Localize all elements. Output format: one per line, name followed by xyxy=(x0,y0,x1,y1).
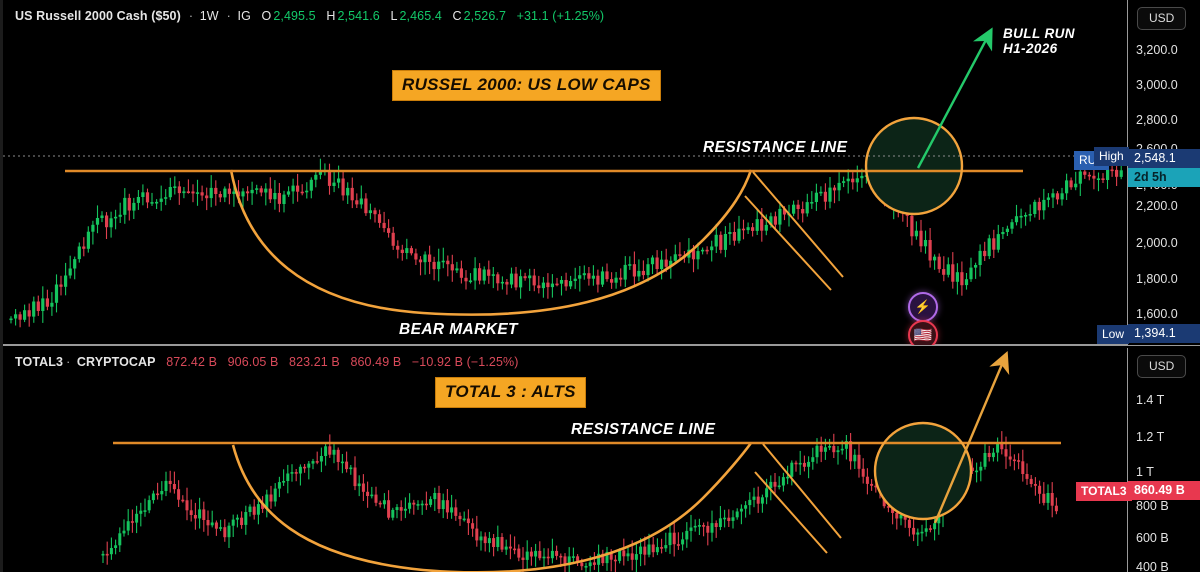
top-legend-change: +31.1 (+1.25%) xyxy=(516,9,605,23)
annotation-bull-run-line1: BULL RUN xyxy=(1003,26,1075,41)
top-low-price-tag: 1,394.1 xyxy=(1128,324,1200,343)
annotation-bull-run-line2: H1-2026 xyxy=(1003,41,1058,56)
top-currency-badge[interactable]: USD xyxy=(1137,7,1187,30)
breakout-circle xyxy=(864,116,964,216)
top-axis-tick-3200: 3,200.0 xyxy=(1136,43,1178,57)
bottom-candles-group xyxy=(101,350,1061,572)
wedge-upper-line-bottom xyxy=(762,443,842,539)
top-legend-symbol[interactable]: US Russell 2000 Cash ($50) xyxy=(15,9,181,23)
bottom-legend-low-value: 823.21 B xyxy=(289,355,340,369)
annotation-russell-title: RUSSEL 2000: US LOW CAPS xyxy=(392,70,661,101)
us-flag-glyph: 🇺🇸 xyxy=(913,326,933,344)
bottom-legend-symbol[interactable]: TOTAL3 xyxy=(15,355,64,369)
cup-curve xyxy=(229,169,753,316)
top-legend-interval[interactable]: 1W xyxy=(199,9,219,23)
panel-divider[interactable] xyxy=(3,344,1200,346)
bottom-last-price-tag: 860.49 B xyxy=(1128,481,1200,500)
bottom-legend-high-value: 906.05 B xyxy=(227,355,279,369)
top-legend-open-label: O xyxy=(261,9,272,23)
top-last-price-tag: 2,548.1 xyxy=(1128,149,1200,168)
bottom-axis-tick-14t: 1.4 T xyxy=(1136,393,1165,407)
bottom-axis-tick-1t: 1 T xyxy=(1136,465,1154,479)
bottom-price-axis[interactable]: USD 1.4 T 1.2 T 1 T 800 B 600 B 400 B 86… xyxy=(1127,348,1200,572)
top-legend-close-label: C xyxy=(452,9,462,23)
lightning-bolt-icon[interactable]: ⚡ xyxy=(908,292,938,322)
top-legend: US Russell 2000 Cash ($50) · 1W · IG O 2,49… xyxy=(15,9,605,23)
bull-run-arrow xyxy=(916,27,993,169)
high-marker-label: High xyxy=(1094,147,1129,166)
bottom-legend-change: −10.92 B (−1.25%) xyxy=(411,355,519,369)
top-axis-tick-2000: 2,000.0 xyxy=(1136,236,1178,250)
annotation-bull-run: BULL RUN H1-2026 xyxy=(1003,26,1075,56)
breakout-circle-bottom xyxy=(873,421,973,521)
wedge-upper-line xyxy=(752,171,844,278)
top-legend-high-value: 2,541.6 xyxy=(337,9,380,23)
top-axis-tick-1600: 1,600.0 xyxy=(1136,307,1178,321)
breakout-circle-fill xyxy=(866,118,962,214)
bottom-legend-source[interactable]: CRYPTOCAP xyxy=(76,355,156,369)
annotation-bear-market: BEAR MARKET xyxy=(399,321,518,338)
top-chart-svg xyxy=(3,27,1127,328)
bottom-legend-close-value: 860.49 B xyxy=(350,355,402,369)
bottom-chart-svg xyxy=(101,350,1061,572)
ticker-tag-total3: TOTAL3 xyxy=(1076,482,1132,501)
low-marker-label: Low xyxy=(1097,325,1130,344)
top-axis-tick-2200: 2,200.0 xyxy=(1136,199,1178,213)
top-candles-group xyxy=(3,27,1127,328)
top-countdown-tag: 2d 5h xyxy=(1128,168,1200,187)
cup-curve-bottom xyxy=(231,442,753,572)
wedge-lower-line xyxy=(744,195,832,291)
bottom-axis-tick-12t: 1.2 T xyxy=(1136,430,1165,444)
bottom-legend: TOTAL3 · CRYPTOCAP 872.42 B 906.05 B 823.… xyxy=(15,355,519,369)
top-plot-area[interactable] xyxy=(3,0,1127,345)
top-legend-low-value: 2,465.4 xyxy=(399,9,442,23)
bottom-legend-open-value: 872.42 B xyxy=(166,355,218,369)
us-flag-icon[interactable]: 🇺🇸 xyxy=(908,320,938,345)
annotation-resistance-line-bottom: RESISTANCE LINE xyxy=(571,421,716,438)
top-legend-open-value: 2,495.5 xyxy=(273,9,316,23)
wedge-lower-line-bottom xyxy=(754,471,828,554)
bull-run-arrow-bottom xyxy=(933,350,1010,524)
chart-panel-russell2000[interactable]: US Russell 2000 Cash ($50) · 1W · IG O 2,49… xyxy=(3,0,1200,345)
top-axis-tick-2800: 2,800.0 xyxy=(1136,113,1178,127)
top-axis-tick-3000: 3,000.0 xyxy=(1136,78,1178,92)
top-legend-exchange: IG xyxy=(237,9,251,23)
top-price-axis[interactable]: USD 3,200.0 3,000.0 2,800.0 2,600.0 2,40… xyxy=(1127,0,1200,345)
bottom-currency-badge[interactable]: USD xyxy=(1137,355,1187,378)
bottom-axis-tick-600b: 600 B xyxy=(1136,531,1169,545)
top-legend-close-value: 2,526.7 xyxy=(463,9,507,23)
chart-panel-total3[interactable]: TOTAL3 · CRYPTOCAP 872.42 B 906.05 B 823.… xyxy=(3,348,1200,572)
bottom-axis-tick-800b: 800 B xyxy=(1136,499,1169,513)
annotation-resistance-line-top: RESISTANCE LINE xyxy=(703,139,848,156)
top-legend-low-label: L xyxy=(390,9,398,23)
bottom-axis-tick-400b: 400 B xyxy=(1136,560,1169,572)
top-legend-high-label: H xyxy=(326,9,336,23)
bottom-plot-area[interactable] xyxy=(3,348,1127,572)
annotation-total3-title: TOTAL 3 : ALTS xyxy=(435,377,586,408)
top-axis-tick-1800: 1,800.0 xyxy=(1136,272,1178,286)
